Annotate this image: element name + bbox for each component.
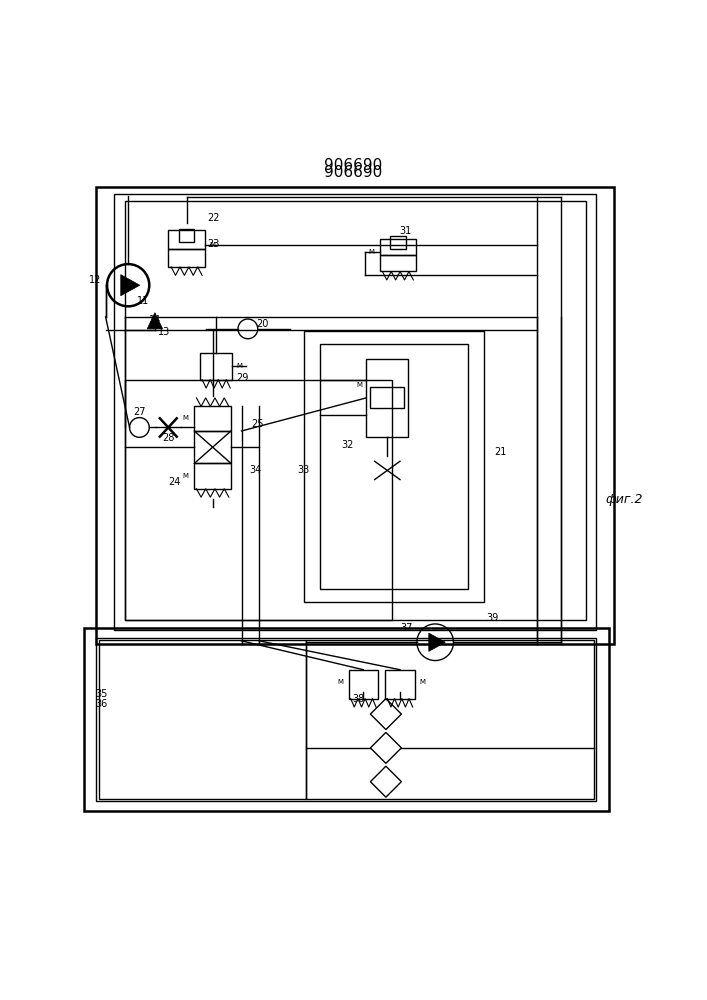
Text: 31: 31 — [399, 226, 411, 236]
Text: 12: 12 — [89, 275, 101, 285]
Text: 32: 32 — [341, 440, 354, 450]
Text: M: M — [420, 679, 426, 685]
Polygon shape — [121, 275, 140, 296]
Text: M: M — [356, 382, 362, 388]
Polygon shape — [428, 633, 445, 651]
Text: 22: 22 — [207, 213, 219, 223]
Text: 906690: 906690 — [325, 165, 382, 180]
Text: 39: 39 — [486, 613, 498, 623]
Text: M: M — [210, 242, 216, 248]
Text: M: M — [182, 473, 189, 479]
Text: 27: 27 — [133, 407, 146, 417]
Text: 29: 29 — [236, 373, 248, 383]
Text: 20: 20 — [257, 319, 269, 329]
Text: M: M — [182, 415, 189, 421]
Text: M: M — [237, 363, 243, 369]
Text: M: M — [368, 249, 375, 255]
Text: 35: 35 — [95, 689, 107, 699]
Text: 14: 14 — [149, 315, 161, 325]
Polygon shape — [147, 313, 163, 329]
Text: 11: 11 — [137, 296, 150, 306]
Text: 25: 25 — [252, 419, 264, 429]
Text: 28: 28 — [162, 433, 175, 443]
Text: фиг.2: фиг.2 — [605, 493, 643, 506]
Text: 38: 38 — [352, 694, 364, 704]
Text: 37: 37 — [401, 623, 413, 633]
Text: 21: 21 — [494, 447, 507, 457]
Text: 33: 33 — [297, 465, 310, 475]
Text: 36: 36 — [95, 699, 107, 709]
Text: 34: 34 — [250, 465, 262, 475]
Text: 13: 13 — [158, 327, 170, 337]
Text: 24: 24 — [168, 477, 181, 487]
Text: 906690: 906690 — [325, 158, 382, 173]
Text: 23: 23 — [207, 239, 219, 249]
Text: M: M — [338, 679, 344, 685]
